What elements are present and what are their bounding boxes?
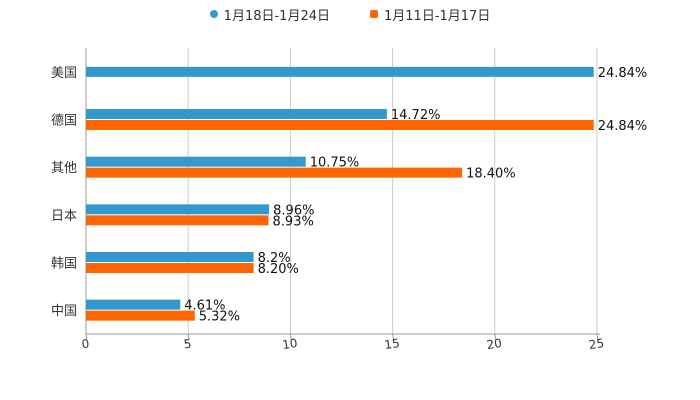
x-tick-label: 15 (384, 336, 401, 352)
x-tick-mark (85, 333, 88, 341)
bar-series-1[interactable] (86, 109, 387, 119)
x-tick-label: 5 (183, 337, 193, 352)
data-label-series-2: 5.32% (199, 310, 240, 325)
legend-item-series-1[interactable]: 1月18日-1月24日 (209, 4, 330, 24)
legend-label-series-2: 1月11日-1月17日 (384, 8, 491, 24)
bar-series-2[interactable] (86, 120, 594, 130)
bar-series-2[interactable] (86, 263, 254, 273)
bar-series-2[interactable] (86, 167, 463, 178)
data-label-series-2: 24.84% (598, 119, 648, 134)
data-label-series-1: 4.61% (184, 299, 225, 314)
y-category-label: 美国 (51, 66, 77, 81)
y-category-label: 韩国 (51, 257, 77, 272)
bar-series-2[interactable] (86, 310, 195, 321)
y-category-label: 德国 (51, 114, 77, 129)
x-tick-mark (289, 333, 292, 341)
x-tick-label: 10 (281, 336, 298, 352)
x-tick-mark (392, 333, 395, 341)
data-label-series-1: 10.75% (310, 156, 360, 171)
x-tick-mark (596, 333, 599, 341)
bar-series-1[interactable] (86, 66, 594, 77)
y-category-label: 中国 (51, 304, 77, 319)
x-tick-label: 25 (588, 336, 605, 352)
bar-series-1[interactable] (86, 252, 254, 262)
x-tick-label: 20 (486, 336, 503, 352)
y-category-label: 其他 (51, 161, 77, 176)
x-tick-mark (187, 333, 190, 341)
y-category-label: 日本 (51, 209, 77, 224)
data-label-series-1: 14.72% (391, 108, 441, 123)
data-label-series-1: 8.2% (258, 251, 291, 266)
data-label-series-2: 8.20% (258, 262, 299, 277)
legend-marker-series-2 (370, 10, 378, 18)
data-label-series-1: 24.84% (598, 66, 648, 81)
x-tick-label: 0 (81, 337, 91, 352)
bar-series-1[interactable] (86, 299, 181, 310)
legend-item-series-2[interactable]: 1月11日-1月17日 (370, 4, 490, 24)
data-label-series-2: 8.93% (273, 214, 314, 229)
data-label-series-1: 8.96% (273, 203, 314, 218)
bar-series-1[interactable] (86, 204, 270, 215)
bar-series-2[interactable] (86, 215, 269, 226)
legend-marker-series-1 (209, 10, 218, 18)
legend-label-series-1: 1月18日-1月24日 (223, 8, 330, 24)
chart-legend: 1月18日-1月24日 1月11日-1月17日 (0, 4, 700, 24)
bar-series-1[interactable] (86, 156, 306, 167)
data-label-series-2: 18.40% (466, 167, 516, 182)
x-tick-mark (494, 333, 497, 341)
